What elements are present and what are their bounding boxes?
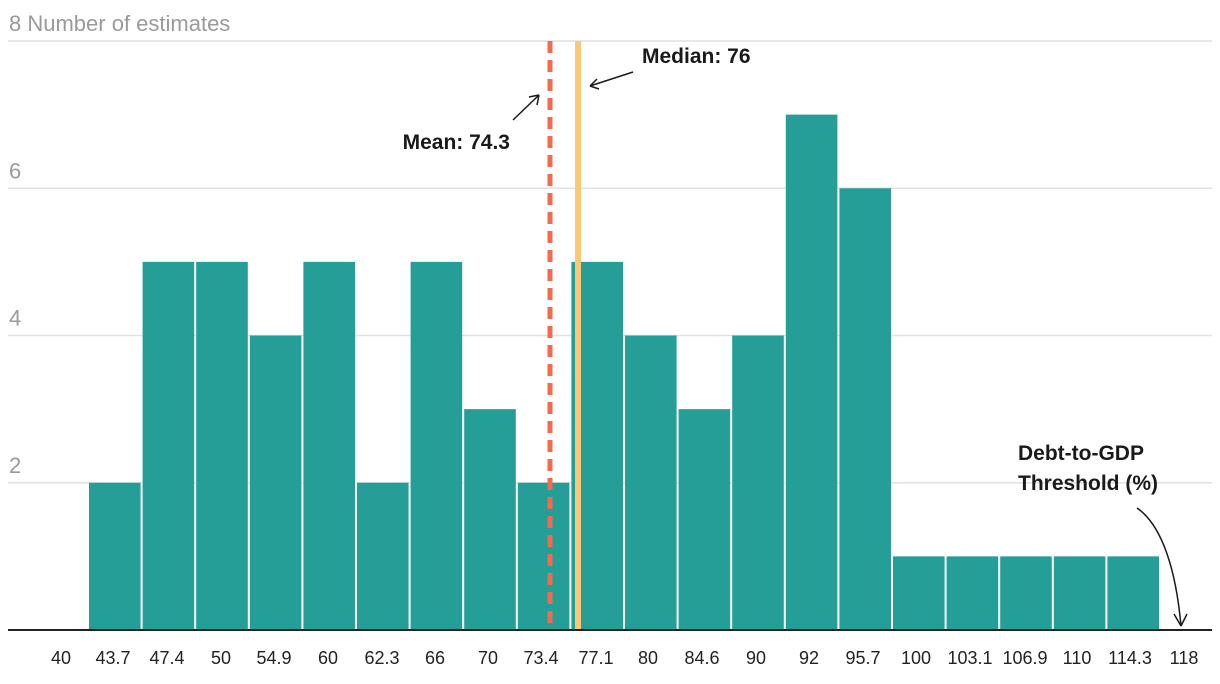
x-axis-ticks: 40 43.7 47.4 50 54.9 60 62.3 66 70 73.4 77.1 80 84.6… (51, 648, 1198, 668)
y-axis-title: 8 Number of estimates (9, 11, 230, 36)
histogram-bar (893, 556, 945, 630)
bars (89, 114, 1159, 630)
x-tick-label: 77.1 (578, 648, 613, 668)
x-axis-title-line1: Debt-to-GDP (1018, 442, 1144, 465)
histogram-bar (517, 482, 570, 630)
histogram-bar (1053, 556, 1106, 630)
y-tick-label: 4 (9, 306, 21, 331)
histogram-bar (357, 482, 409, 630)
mean-arrow-icon (512, 94, 540, 121)
histogram-bar (249, 335, 302, 630)
x-tick-label: 80 (638, 648, 658, 668)
median-label: Median: 76 (642, 45, 751, 68)
x-tick-label: 40 (51, 648, 71, 668)
histogram-bar (625, 335, 677, 630)
histogram-bar (89, 482, 141, 630)
histogram-bar (946, 556, 999, 630)
x-tick-label: 50 (211, 648, 231, 668)
x-tick-label: 43.7 (95, 648, 130, 668)
histogram-bar (839, 188, 891, 630)
histogram-bar (303, 261, 355, 630)
x-tick-label: 106.9 (1002, 648, 1047, 668)
histogram-bar (1107, 556, 1159, 630)
x-tick-label: 62.3 (364, 648, 399, 668)
histogram-bar (410, 261, 463, 630)
x-axis-title-line2: Threshold (%) (1018, 472, 1158, 495)
median-arrow-icon (589, 71, 634, 90)
annotations: Mean: 74.3 Median: 76 Debt-to-GDP Thresh… (403, 45, 1188, 627)
x-tick-label: 90 (746, 648, 766, 668)
histogram-bar (196, 261, 248, 630)
histogram-bar (142, 261, 195, 630)
x-tick-label: 70 (478, 648, 498, 668)
x-tick-label: 110 (1063, 648, 1092, 668)
histogram-bar (732, 335, 784, 630)
histogram-bar (785, 114, 838, 630)
reference-lines (547, 41, 581, 630)
x-tick-label: 84.6 (684, 648, 719, 668)
x-tick-label: 100 (901, 648, 931, 668)
y-tick-label: 6 (9, 158, 21, 183)
y-axis-ticks: 2 4 6 8 Number of estimates (9, 11, 230, 478)
x-tick-label: 60 (318, 648, 338, 668)
x-tick-label: 95.7 (845, 648, 880, 668)
x-tick-label: 92 (799, 648, 819, 668)
threshold-arrow-icon (1136, 507, 1188, 627)
x-tick-label: 66 (425, 648, 445, 668)
x-tick-label: 54.9 (256, 648, 291, 668)
x-tick-label: 47.4 (149, 648, 184, 668)
x-tick-label: 73.4 (523, 648, 558, 668)
x-tick-label: 103.1 (947, 648, 992, 668)
histogram-bar (1000, 556, 1052, 630)
y-tick-label: 2 (9, 453, 21, 478)
histogram-bar (678, 409, 731, 630)
x-tick-label: 114.3 (1108, 648, 1152, 668)
mean-label: Mean: 74.3 (403, 131, 510, 154)
histogram-bar (464, 409, 516, 630)
x-tick-label: 118 (1170, 648, 1199, 668)
